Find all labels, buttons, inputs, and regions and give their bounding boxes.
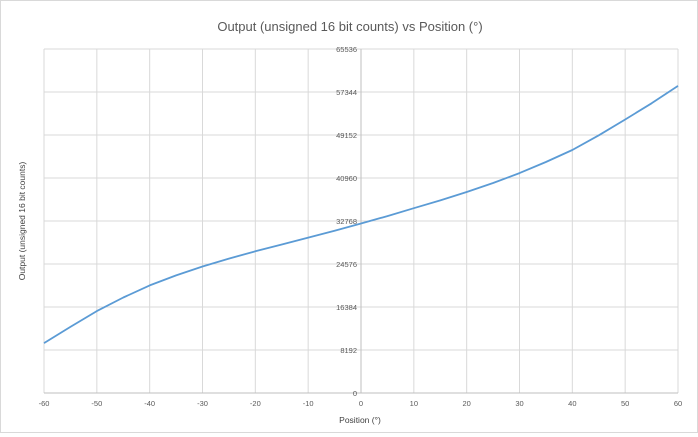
x-tick-label: -50 bbox=[91, 399, 102, 408]
y-tick-label: 8192 bbox=[340, 346, 357, 355]
x-tick-label: -60 bbox=[39, 399, 50, 408]
y-tick-label: 24576 bbox=[336, 260, 357, 269]
x-tick-label: 60 bbox=[674, 399, 682, 408]
x-tick-label: -30 bbox=[197, 399, 208, 408]
y-axis-title: Output (unsigned 16 bit counts) bbox=[17, 162, 27, 281]
x-tick-labels: -60 -50 -40 -30 -20 -10 0 10 20 30 40 50 60 bbox=[39, 399, 683, 408]
x-tick-label: 20 bbox=[462, 399, 470, 408]
chart-title: Output (unsigned 16 bit counts) vs Posit… bbox=[217, 19, 482, 34]
y-tick-label: 32768 bbox=[336, 217, 357, 226]
x-tick-label: 30 bbox=[515, 399, 523, 408]
y-tick-label: 65536 bbox=[336, 45, 357, 54]
series-layer bbox=[43, 85, 679, 344]
x-tick-label: 40 bbox=[568, 399, 576, 408]
series-line bbox=[43, 85, 679, 344]
y-tick-label: 16384 bbox=[336, 303, 357, 312]
y-tick-label: 57344 bbox=[336, 88, 357, 97]
y-tick-label: 0 bbox=[353, 389, 357, 398]
x-axis-title: Position (°) bbox=[339, 415, 381, 425]
x-tick-label: -10 bbox=[303, 399, 314, 408]
x-tick-label: 10 bbox=[410, 399, 418, 408]
x-tick-label: 0 bbox=[359, 399, 363, 408]
gridlines bbox=[43, 48, 679, 394]
x-tick-label: 50 bbox=[621, 399, 629, 408]
y-tick-label: 49152 bbox=[336, 131, 357, 140]
x-tick-label: -40 bbox=[144, 399, 155, 408]
x-tick-label: -20 bbox=[250, 399, 261, 408]
y-tick-labels: 0 8192 16384 24576 32768 40960 49152 57344 65536 bbox=[336, 45, 357, 398]
y-tick-label: 40960 bbox=[336, 174, 357, 183]
